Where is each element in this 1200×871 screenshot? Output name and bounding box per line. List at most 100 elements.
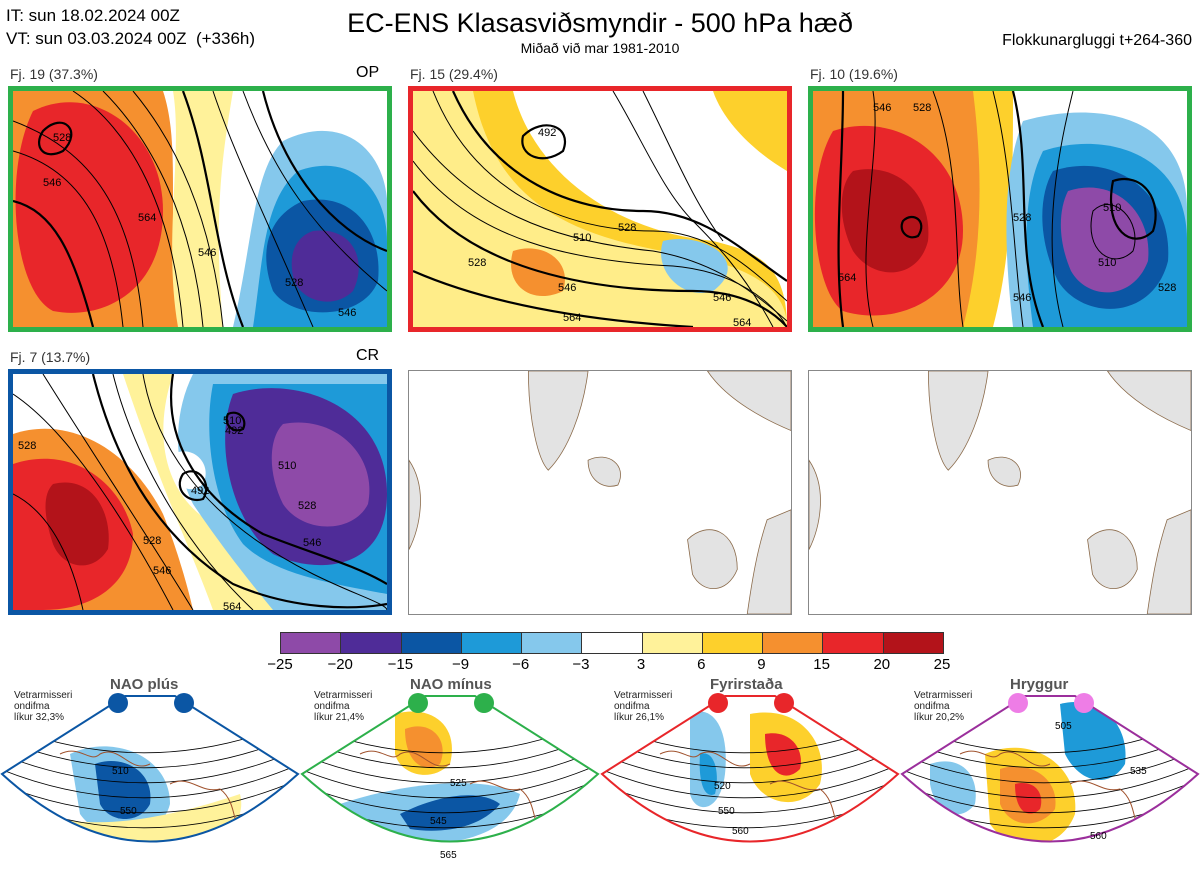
contour-label: 492	[225, 425, 243, 437]
regime-probability-note: Vetrarmisseri ondifma líkur 26,1%	[614, 690, 673, 723]
contour-label: 528	[143, 535, 161, 547]
contour-label: 510	[223, 415, 241, 427]
regime-marker-dot	[774, 693, 794, 713]
regime-contour-label: 565	[440, 850, 457, 861]
colorbar-swatch	[642, 633, 703, 653]
panel-3-label: Fj. 10 (19.6%)	[810, 66, 898, 82]
colorbar-swatch	[401, 633, 462, 653]
regime-title: NAO mínus	[410, 676, 492, 693]
valid-time-line: VT: sun 03.03.2024 00Z (+336h)	[6, 29, 256, 48]
contour-label: 492	[191, 485, 209, 497]
colorbar-tick-label: 9	[757, 656, 766, 673]
panel-2-label: Fj. 15 (29.4%)	[410, 66, 498, 82]
regime-probability-note: Vetrarmisseri ondifma líkur 20,2%	[914, 690, 973, 723]
page-subtitle: Miðað við mar 1981-2010	[520, 40, 680, 56]
regime-contour-label: 550	[120, 806, 137, 817]
regime-contour-label: 510	[112, 766, 129, 777]
contour-label: 564	[138, 212, 156, 224]
colorbar-tick-label: −3	[572, 656, 590, 673]
contour-label: 546	[338, 307, 356, 319]
init-time-line: IT: sun 18.02.2024 00Z	[6, 6, 180, 25]
colorbar-tick-label: −6	[512, 656, 530, 673]
colorbar-swatch	[341, 633, 402, 653]
contour-label: 510	[278, 460, 296, 472]
colorbar-tick-label: 20	[873, 656, 891, 673]
regime-probability-note: Vetrarmisseri ondifma líkur 21,4%	[314, 690, 373, 723]
contour-label: 528	[285, 277, 303, 289]
colorbar	[280, 632, 944, 654]
regime-contour-label: 550	[718, 806, 735, 817]
contour-label: 528	[1013, 212, 1031, 224]
regime-map: 510 550	[0, 695, 300, 843]
regime-marker-dot	[708, 693, 728, 713]
page-title: EC-ENS Klasasviðsmyndir - 500 hPa hæð	[347, 8, 853, 38]
contour-label: 528	[53, 132, 71, 144]
contour-label: 546	[713, 292, 731, 304]
regime-title: Fyrirstaða	[710, 676, 783, 693]
colorbar-swatch	[461, 633, 523, 653]
colorbar-swatch	[522, 633, 583, 653]
regime-contour-label: 560	[1090, 831, 1107, 842]
colorbar-tick-label: 3	[636, 656, 646, 673]
colorbar-swatch	[823, 633, 884, 653]
contour-label: 510	[1098, 257, 1116, 269]
contour-label: 546	[303, 537, 321, 549]
cluster-map-panel-3: 546 528 564 510 510 528 546 528	[808, 86, 1192, 332]
regime-contour-label: 545	[430, 816, 447, 827]
panel-4-tag: CR	[356, 347, 380, 364]
empty-map-panel-1	[408, 370, 792, 615]
contour-label: 528	[298, 500, 316, 512]
colorbar-tick-label: 6	[697, 656, 706, 673]
contour-label: 528	[618, 222, 636, 234]
colorbar-swatch	[702, 633, 764, 653]
contour-label: 546	[153, 565, 171, 577]
colorbar-tick-label: 25	[933, 656, 951, 673]
cluster-map-panel-1: 528 546 564 546 528 546	[8, 86, 392, 332]
cluster-map-panel-4: 510 492 492 510 528 528 546 546 564 528	[8, 369, 392, 615]
contour-label: 528	[1158, 282, 1176, 294]
contour-label: 564	[838, 272, 856, 284]
regime-contour-label: 505	[1055, 721, 1072, 732]
regime-map: 520 550 560	[600, 695, 900, 843]
regime-map: 505 535 560	[900, 695, 1200, 843]
contour-label: 528	[913, 102, 931, 114]
classification-window-label: Flokkunargluggi t+264-360	[1002, 32, 1192, 49]
contour-label: 564	[733, 317, 751, 327]
panel-1-tag: OP	[356, 64, 380, 81]
contour-label: 564	[563, 312, 581, 324]
contour-label: 510	[1103, 202, 1121, 214]
regime-contour-label: 525	[450, 778, 467, 789]
contour-label: 510	[573, 232, 591, 244]
regime-marker-dot	[408, 693, 428, 713]
contour-label: 546	[43, 177, 61, 189]
colorbar-swatch	[582, 633, 643, 653]
regime-title: NAO plús	[110, 676, 179, 693]
cluster-map-panel-2: 492 510 528 528 546 564 546 564	[408, 86, 792, 332]
colorbar-tick-label: −9	[451, 656, 470, 673]
contour-label: 528	[468, 257, 486, 269]
contour-label: 528	[18, 440, 36, 452]
colorbar-swatch	[883, 633, 943, 653]
regime-marker-dot	[474, 693, 494, 713]
contour-label: 492	[538, 127, 556, 139]
colorbar-tick-label: 15	[813, 656, 830, 673]
regime-contour-label: 535	[1130, 766, 1147, 777]
regime-marker-dot	[108, 693, 128, 713]
colorbar-tick-label: −15	[387, 656, 414, 673]
colorbar-swatch	[281, 633, 342, 653]
regime-marker-dot	[1074, 693, 1094, 713]
regime-map: 525 545 565	[300, 695, 600, 861]
empty-map-panel-2	[808, 370, 1192, 615]
colorbar-swatch	[763, 633, 824, 653]
contour-label: 546	[873, 102, 891, 114]
colorbar-tick-label: −20	[327, 656, 353, 673]
contour-label: 546	[198, 247, 216, 259]
colorbar-tick-label: −25	[267, 656, 293, 673]
regime-title: Hryggur	[1010, 676, 1069, 693]
regime-contour-label: 520	[714, 781, 731, 792]
contour-label: 546	[558, 282, 576, 294]
regime-probability-note: Vetrarmisseri ondifma líkur 32,3%	[14, 690, 73, 723]
regime-contour-label: 560	[732, 826, 749, 837]
panel-1-label: Fj. 19 (37.3%)	[10, 66, 98, 82]
contour-label: 564	[223, 601, 241, 610]
